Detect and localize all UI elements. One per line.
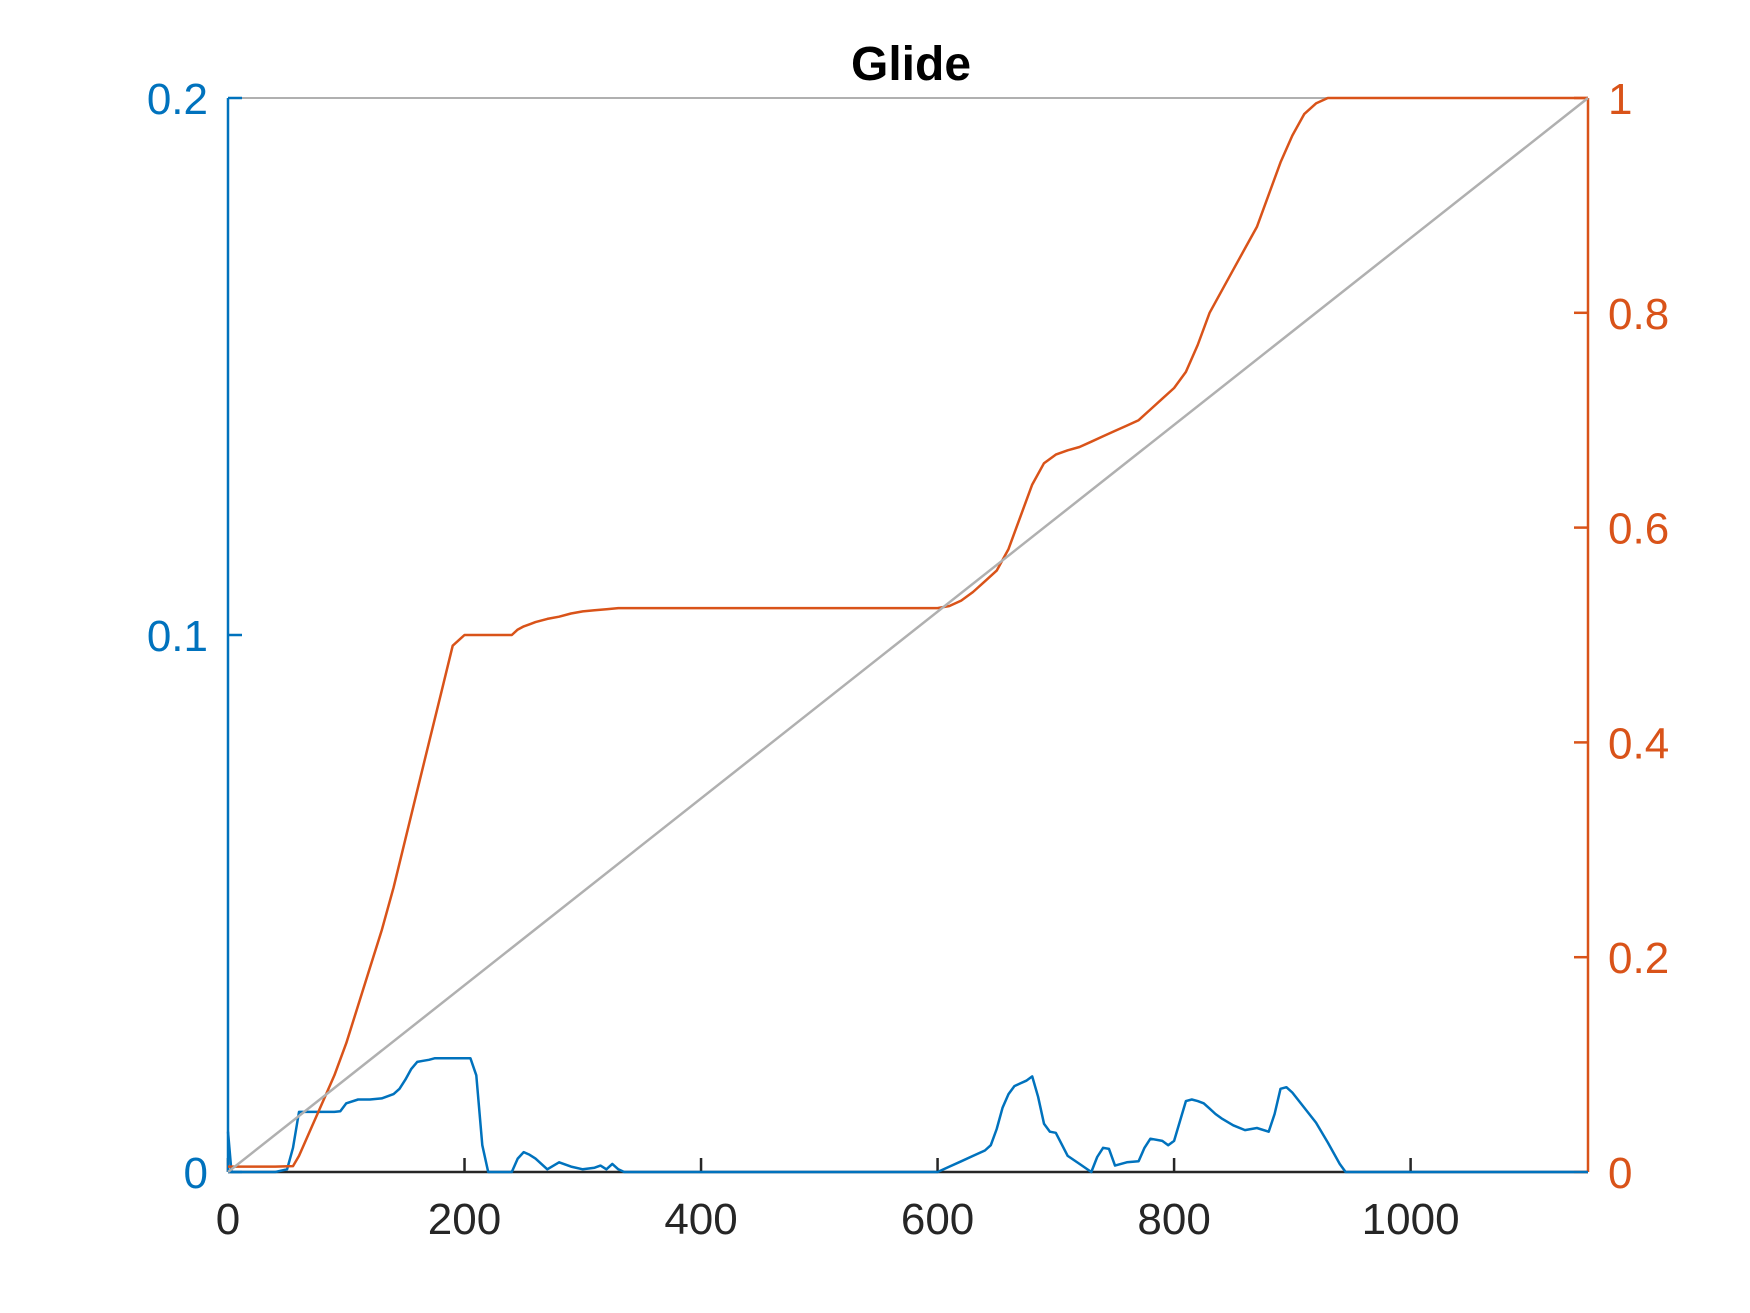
y-right-tick-label: 0.8 <box>1608 290 1669 339</box>
x-tick-label: 200 <box>428 1195 501 1244</box>
series-line-left <box>226 1056 1588 1174</box>
y-left-tick-label: 0.2 <box>147 75 208 124</box>
y-left-tick-label: 0 <box>184 1149 208 1198</box>
reference-line <box>227 97 1589 1173</box>
chart-title: Glide <box>851 38 971 91</box>
x-tick-label: 600 <box>901 1195 974 1244</box>
y-right-tick-label: 0.6 <box>1608 505 1669 554</box>
y-right-tick-label: 0.2 <box>1608 934 1669 983</box>
x-tick-label: 0 <box>216 1195 240 1244</box>
y-right-tick-label: 1 <box>1608 75 1632 124</box>
plot-lines <box>226 96 1589 1174</box>
x-tick-label: 400 <box>664 1195 737 1244</box>
x-axis: 0 200 400 600 800 1000 <box>216 1158 1588 1244</box>
y-left-tick-label: 0.1 <box>147 612 208 661</box>
y-right-tick-label: 0.4 <box>1608 719 1669 768</box>
y-left-axis: 0 0.1 0.2 <box>147 75 242 1198</box>
x-tick-label: 1000 <box>1362 1195 1460 1244</box>
y-right-axis: 0 0.2 0.4 0.6 0.8 1 <box>1574 75 1669 1198</box>
x-tick-label: 800 <box>1137 1195 1210 1244</box>
series-line-right <box>228 96 1588 1168</box>
y-right-tick-label: 0 <box>1608 1149 1632 1198</box>
